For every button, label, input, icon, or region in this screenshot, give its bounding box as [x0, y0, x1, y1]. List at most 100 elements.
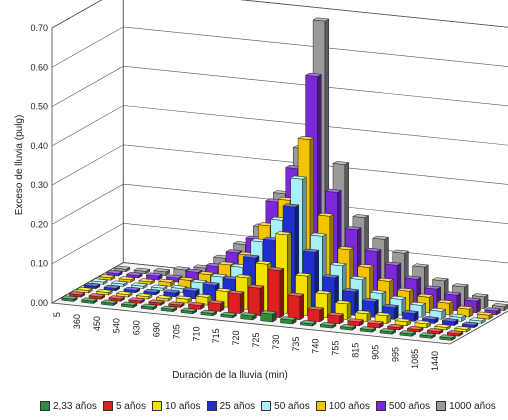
bar	[160, 305, 178, 313]
x-tick-label: 730	[271, 335, 281, 350]
bar-top	[274, 231, 293, 236]
bar-top	[379, 328, 397, 333]
bar-top	[287, 292, 305, 297]
bar-top	[471, 293, 489, 298]
bar-top	[98, 274, 116, 279]
bar-face	[247, 286, 261, 316]
bar-face	[287, 294, 301, 321]
bar-top	[110, 280, 129, 285]
chart-legend: 2,33 años 5 años 10 años 25 años 50 años 100 …	[40, 398, 496, 414]
legend-label: 1000 años	[449, 400, 496, 412]
bar-top	[68, 291, 86, 296]
legend-item: 25 años	[206, 401, 255, 412]
y-tick-label: 0.20	[30, 219, 48, 229]
bar-top	[187, 301, 205, 306]
bar-top	[282, 203, 300, 208]
bar	[120, 301, 138, 309]
bar-face	[267, 269, 281, 318]
bar	[359, 326, 377, 333]
y-tick-label: 0.10	[30, 259, 48, 269]
bar-top	[145, 272, 163, 277]
bar	[448, 313, 467, 322]
y-axis-label: Exceso de lluvia (pulg)	[14, 115, 25, 216]
bar-top	[369, 289, 387, 294]
x-tick-label: 740	[311, 339, 321, 354]
legend-swatch	[206, 401, 217, 411]
bar-top	[302, 248, 320, 253]
bar-top	[210, 273, 228, 278]
legend-swatch	[436, 401, 447, 411]
bar-top	[88, 293, 106, 298]
x-tick-label: 360	[72, 314, 82, 329]
bar	[461, 321, 479, 329]
bar-top	[381, 304, 400, 308]
bar-top	[451, 283, 469, 288]
bar-top	[334, 300, 352, 305]
bar	[267, 266, 285, 319]
bar-top	[125, 272, 144, 276]
x-tick-label: 540	[112, 318, 122, 333]
bar-top	[120, 301, 138, 306]
bar	[339, 324, 357, 331]
bar	[83, 282, 101, 290]
bar-top	[391, 249, 410, 254]
bar-top	[182, 287, 201, 292]
bar-top	[147, 299, 166, 304]
x-tick-label: 630	[132, 320, 142, 335]
bar-top	[319, 322, 337, 326]
bar-top	[364, 247, 382, 252]
legend-label: 2,33 años	[53, 400, 97, 412]
bar-top	[468, 317, 487, 322]
bar-side	[319, 307, 324, 323]
y-tick-label: 0.40	[30, 141, 48, 151]
bar	[180, 307, 198, 315]
legend-item: 2,33 años	[40, 401, 97, 412]
bar	[441, 318, 459, 327]
bar-top	[197, 271, 216, 275]
bar-top	[105, 269, 124, 274]
bar-top	[304, 72, 323, 77]
bar	[366, 320, 385, 329]
bar-top	[115, 291, 133, 295]
bar-top	[294, 272, 313, 277]
bar-top	[394, 318, 412, 323]
bar-top	[414, 320, 432, 325]
bar-top	[123, 286, 141, 291]
bar-top	[175, 295, 193, 300]
bar-top	[314, 290, 332, 295]
bar-top	[75, 286, 94, 291]
bar-side	[279, 267, 285, 319]
bar-top	[190, 279, 208, 284]
bar-top	[217, 261, 236, 266]
x-tick-label: 705	[171, 324, 181, 339]
bar	[429, 307, 447, 320]
bar-top	[180, 307, 198, 312]
bar-top	[118, 276, 136, 281]
legend-item: 5 años	[102, 401, 146, 412]
bar-top	[483, 307, 502, 312]
bar-top	[434, 323, 452, 328]
bar-side	[239, 291, 245, 315]
bar	[239, 312, 258, 321]
bar-top	[322, 274, 340, 279]
bar-top	[135, 293, 153, 297]
bar	[394, 318, 412, 327]
bar-top	[200, 309, 218, 314]
bar-face	[327, 314, 340, 325]
bar	[200, 309, 218, 317]
x-tick-label: 815	[350, 343, 360, 358]
legend-swatch	[375, 401, 386, 411]
bar-top	[374, 312, 392, 317]
bar-top	[259, 310, 278, 315]
bar-top	[162, 289, 181, 294]
legend-item: 500 años	[375, 401, 430, 412]
bar	[259, 310, 278, 323]
bar	[406, 326, 424, 333]
y-tick-label: 0.50	[30, 102, 48, 112]
bar-face	[307, 308, 321, 323]
bar-top	[138, 278, 156, 283]
bar-top	[155, 295, 173, 300]
bar	[426, 328, 444, 335]
bar-top	[352, 214, 370, 218]
